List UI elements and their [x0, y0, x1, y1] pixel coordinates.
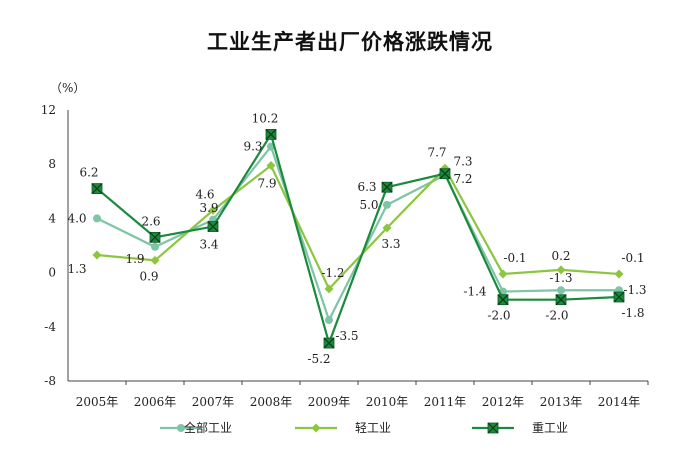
- data-point: [149, 231, 161, 243]
- data-label: -2.0: [487, 309, 510, 323]
- legend-label: 重工业: [532, 421, 568, 435]
- data-point: [324, 284, 334, 294]
- data-labels: 4.0 1.9 3.9 9.3 -3.5 5.0 7.2 -1.4 -1.3 -1.3 1.3 0.9…: [67, 111, 646, 366]
- y-tick-label: 12: [41, 103, 56, 117]
- legend-label: 全部工业: [184, 420, 232, 435]
- data-point: [614, 269, 624, 279]
- data-point: [91, 183, 103, 195]
- data-label: 3.4: [199, 238, 218, 252]
- data-label: -1.4: [463, 285, 487, 299]
- legend: 全部工业 轻工业 重工业: [160, 420, 568, 435]
- data-point: [613, 291, 625, 303]
- y-tick-label: 0: [48, 266, 56, 280]
- y-tick-label: 8: [48, 157, 56, 171]
- data-label: 6.3: [357, 180, 376, 194]
- series-line: [96, 131, 620, 347]
- y-axis-label: （%）: [50, 81, 85, 95]
- legend-marker: [487, 422, 499, 434]
- legend-item: 轻工业: [295, 421, 391, 435]
- x-ticks: 2005年 2006年 2007年 2008年 2009年 2010年 2011年 2012年…: [76, 381, 649, 409]
- y-tick-label: 4: [48, 211, 56, 225]
- data-label: 3.3: [381, 237, 400, 251]
- data-point: [151, 242, 159, 251]
- data-label: 9.3: [243, 140, 262, 154]
- x-tick-label: 2009年: [308, 395, 351, 409]
- data-point: [497, 294, 509, 306]
- data-label: 1.3: [67, 262, 86, 276]
- data-point: [207, 221, 219, 232]
- x-tick-label: 2008年: [250, 395, 293, 409]
- data-point: [265, 128, 277, 140]
- data-label: -1.3: [623, 283, 646, 297]
- data-point: [498, 269, 508, 279]
- data-point: [150, 255, 160, 265]
- x-tick-label: 2005年: [76, 395, 119, 409]
- x-tick-label: 2010年: [366, 395, 409, 409]
- x-tick-label: 2012年: [482, 395, 525, 409]
- data-label: -0.1: [503, 251, 526, 265]
- y-tick-label: -4: [44, 320, 56, 334]
- data-label: 7.2: [453, 172, 472, 186]
- data-point: [439, 168, 451, 180]
- data-label: 10.2: [252, 111, 279, 125]
- data-label: 7.7: [427, 145, 446, 159]
- data-point: [381, 181, 393, 193]
- series-layer: [91, 128, 625, 349]
- data-label: -3.5: [335, 329, 358, 343]
- data-point: [93, 214, 101, 223]
- data-point: [557, 286, 565, 295]
- data-label: -1.2: [321, 266, 344, 280]
- data-label: -1.3: [549, 271, 572, 285]
- data-point: [266, 161, 276, 171]
- data-point: [323, 337, 335, 349]
- legend-label: 轻工业: [355, 421, 391, 435]
- legend-marker: [311, 423, 321, 433]
- series-heavy-industry: [91, 128, 625, 349]
- y-tick-label: -8: [44, 374, 56, 388]
- x-tick-label: 2013年: [540, 395, 583, 409]
- data-label: 7.9: [257, 177, 276, 191]
- data-point: [556, 265, 566, 275]
- chart-title: 工业生产者出厂价格涨跌情况: [207, 30, 493, 54]
- data-point: [208, 205, 218, 215]
- data-label: 1.9: [125, 252, 144, 266]
- data-label: -2.0: [545, 309, 568, 323]
- data-label: -5.2: [307, 352, 330, 366]
- data-point: [382, 223, 392, 233]
- data-label: 3.9: [199, 201, 218, 215]
- x-tick-label: 2007年: [192, 395, 235, 409]
- data-label: 6.2: [79, 166, 98, 180]
- data-label: 4.6: [195, 187, 214, 201]
- data-point: [555, 294, 567, 306]
- series-line: [96, 163, 620, 291]
- data-label: 7.3: [453, 155, 472, 169]
- data-label: 2.6: [141, 214, 160, 228]
- x-tick-label: 2014年: [598, 395, 641, 409]
- data-label: -1.8: [621, 306, 644, 320]
- x-tick-label: 2011年: [424, 395, 467, 409]
- data-label: 4.0: [67, 211, 86, 225]
- y-ticks: -8 -4 0 4 8 12: [41, 103, 57, 388]
- data-label: 0.9: [139, 269, 158, 283]
- data-label: 0.2: [551, 249, 570, 263]
- data-point: [92, 250, 102, 260]
- legend-item: 全部工业: [160, 420, 232, 435]
- data-point: [325, 316, 333, 325]
- data-label: -0.1: [621, 251, 644, 265]
- legend-item: 重工业: [472, 421, 568, 435]
- x-tick-label: 2006年: [134, 395, 177, 409]
- legend-marker: [177, 424, 185, 432]
- data-point: [383, 200, 391, 209]
- data-label: 5.0: [359, 198, 378, 212]
